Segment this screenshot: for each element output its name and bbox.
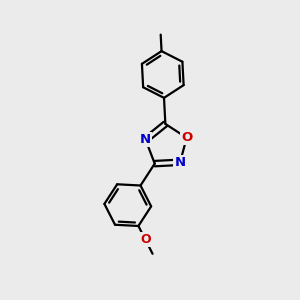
Text: N: N (175, 156, 186, 169)
Text: N: N (140, 134, 151, 146)
Text: O: O (140, 233, 151, 246)
Text: O: O (181, 131, 192, 144)
